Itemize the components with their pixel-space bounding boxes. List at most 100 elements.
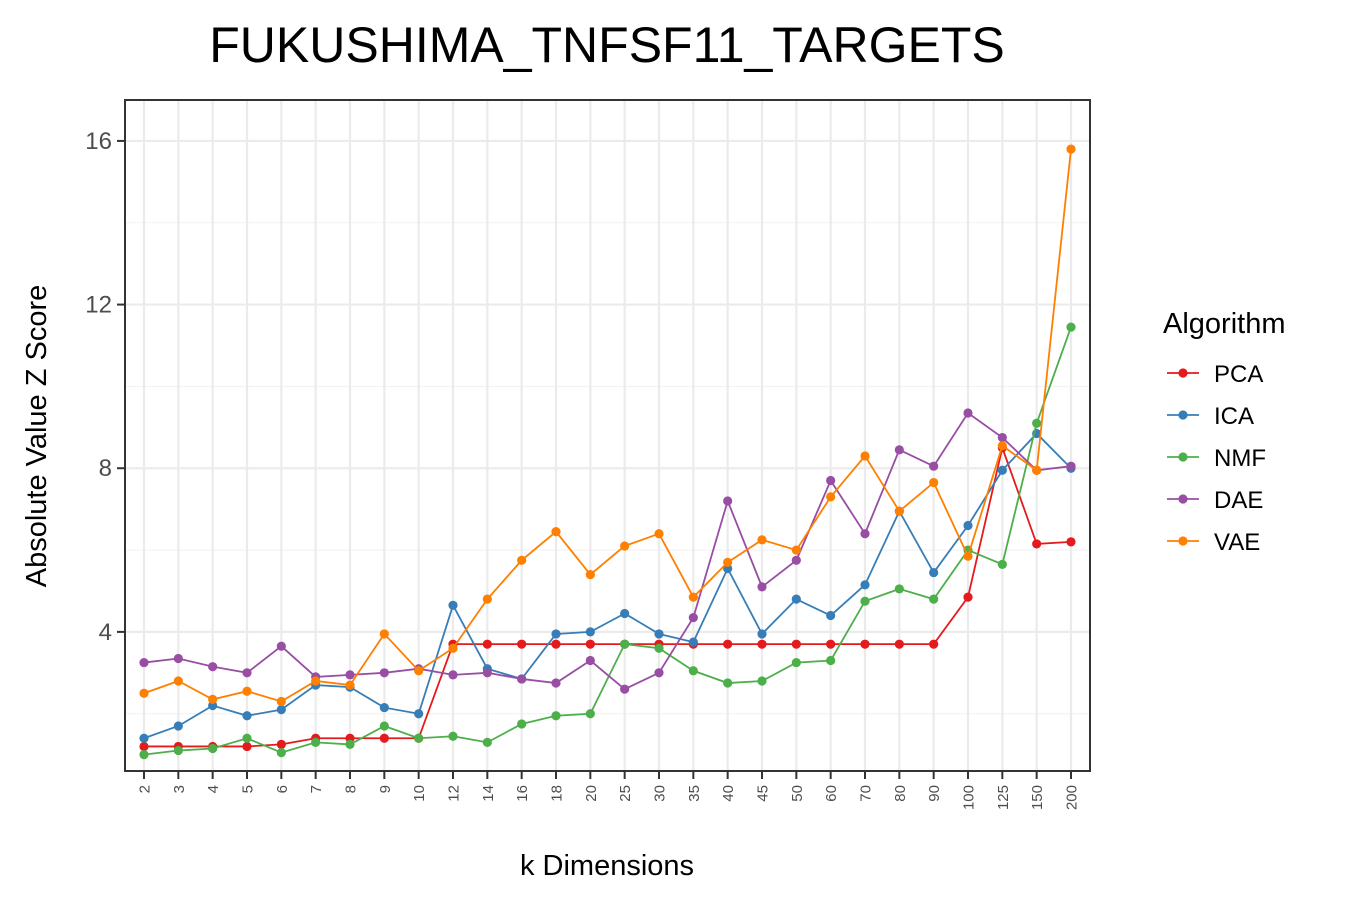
data-point-pca xyxy=(276,739,286,750)
x-tick-label: 40 xyxy=(720,785,737,802)
series-line-dae xyxy=(143,411,1072,691)
x-tick-label: 70 xyxy=(858,785,875,802)
series-line-ica xyxy=(143,432,1072,740)
data-point-dae xyxy=(551,678,561,688)
data-point-dae xyxy=(379,668,389,678)
data-point-pca xyxy=(894,639,904,649)
series-vae xyxy=(139,144,1076,707)
legend-key-point xyxy=(1178,452,1188,462)
y-tick-label: 12 xyxy=(85,292,112,319)
data-point-vae xyxy=(997,441,1007,451)
x-tick-label: 125 xyxy=(995,785,1012,810)
legend-item-pca: PCA xyxy=(1167,361,1263,388)
data-point-nmf xyxy=(208,743,218,754)
x-tick-label: 150 xyxy=(1029,785,1046,810)
data-point-dae xyxy=(997,432,1007,443)
data-point-dae xyxy=(242,668,252,678)
data-point-dae xyxy=(1066,461,1076,471)
data-point-nmf xyxy=(757,676,767,686)
data-point-vae xyxy=(620,541,630,551)
legend-label-ica: ICA xyxy=(1214,403,1254,430)
data-point-dae xyxy=(826,475,836,486)
data-point-vae xyxy=(963,551,973,561)
data-point-ica xyxy=(757,629,767,639)
y-tick-label: 4 xyxy=(99,619,112,646)
data-point-ica xyxy=(620,608,630,619)
series-line-pca xyxy=(144,444,1072,748)
data-point-pca xyxy=(242,741,252,752)
data-point-dae xyxy=(517,674,527,684)
data-point-dae xyxy=(585,655,595,666)
data-point-nmf xyxy=(276,747,286,758)
data-point-dae xyxy=(860,529,870,539)
x-tick-label: 50 xyxy=(789,785,806,802)
x-tick-label: 45 xyxy=(755,785,772,802)
chart-title: FUKUSHIMA_TNFSF11_TARGETS xyxy=(209,17,1004,73)
data-point-vae xyxy=(379,629,389,639)
x-tick-label: 80 xyxy=(892,785,909,802)
data-point-pca xyxy=(517,639,527,649)
data-point-ica xyxy=(826,610,836,621)
data-point-vae xyxy=(826,492,836,502)
data-point-pca xyxy=(585,639,595,649)
data-point-ica xyxy=(139,733,149,743)
data-point-ica xyxy=(551,629,561,639)
data-point-nmf xyxy=(929,594,939,604)
data-point-ica xyxy=(791,594,801,604)
x-tick-label: 14 xyxy=(480,785,497,802)
x-axis-title: k Dimensions xyxy=(520,850,694,882)
data-point-vae xyxy=(551,527,561,537)
y-tick-label: 16 xyxy=(85,128,112,155)
data-point-ica xyxy=(448,600,458,610)
data-point-nmf xyxy=(379,721,389,731)
data-point-nmf xyxy=(826,655,836,666)
x-tick-label: 5 xyxy=(240,785,257,793)
legend-key-point xyxy=(1178,536,1188,546)
data-point-ica xyxy=(688,637,698,647)
series-line-nmf xyxy=(143,326,1072,756)
data-point-vae xyxy=(654,529,664,539)
data-point-nmf xyxy=(585,709,595,719)
x-tick-label: 100 xyxy=(961,785,978,810)
data-point-dae xyxy=(654,668,664,678)
data-point-pca xyxy=(826,639,836,649)
data-point-nmf xyxy=(482,737,492,747)
data-point-ica xyxy=(379,702,389,713)
data-point-nmf xyxy=(723,678,733,688)
data-point-vae xyxy=(860,451,870,461)
data-point-dae xyxy=(791,555,801,565)
data-point-nmf xyxy=(791,657,801,668)
plot-border xyxy=(124,99,1091,772)
data-point-dae xyxy=(208,662,218,672)
data-point-nmf xyxy=(654,643,664,653)
data-point-vae xyxy=(276,696,286,707)
data-point-vae xyxy=(1032,465,1042,475)
legend-title: Algorithm xyxy=(1163,308,1286,340)
data-point-nmf xyxy=(139,750,149,760)
legend: Algorithm PCA ICA NMF DAE VAE xyxy=(1163,308,1286,556)
x-tick-label: 10 xyxy=(411,785,428,802)
x-tick-label: 18 xyxy=(549,785,566,802)
y-axis-title: Absolute Value Z Score xyxy=(21,285,53,588)
data-point-nmf xyxy=(551,711,561,721)
data-point-vae xyxy=(173,676,183,686)
data-point-nmf xyxy=(1066,322,1076,332)
data-point-vae xyxy=(688,592,698,602)
data-point-pca xyxy=(1032,539,1042,549)
data-point-nmf xyxy=(414,733,424,743)
data-point-dae xyxy=(620,684,630,694)
data-point-vae xyxy=(894,506,904,516)
series-nmf xyxy=(139,322,1076,760)
data-point-vae xyxy=(345,680,355,690)
x-tick-label: 12 xyxy=(446,785,463,802)
data-point-ica xyxy=(929,567,939,578)
data-point-nmf xyxy=(860,596,870,606)
data-point-pca xyxy=(860,639,870,649)
x-tick-label: 30 xyxy=(652,785,669,802)
data-point-vae xyxy=(208,694,218,704)
data-point-pca xyxy=(379,733,389,743)
data-point-nmf xyxy=(242,733,252,743)
data-point-nmf xyxy=(173,745,183,756)
data-point-ica xyxy=(963,520,973,531)
